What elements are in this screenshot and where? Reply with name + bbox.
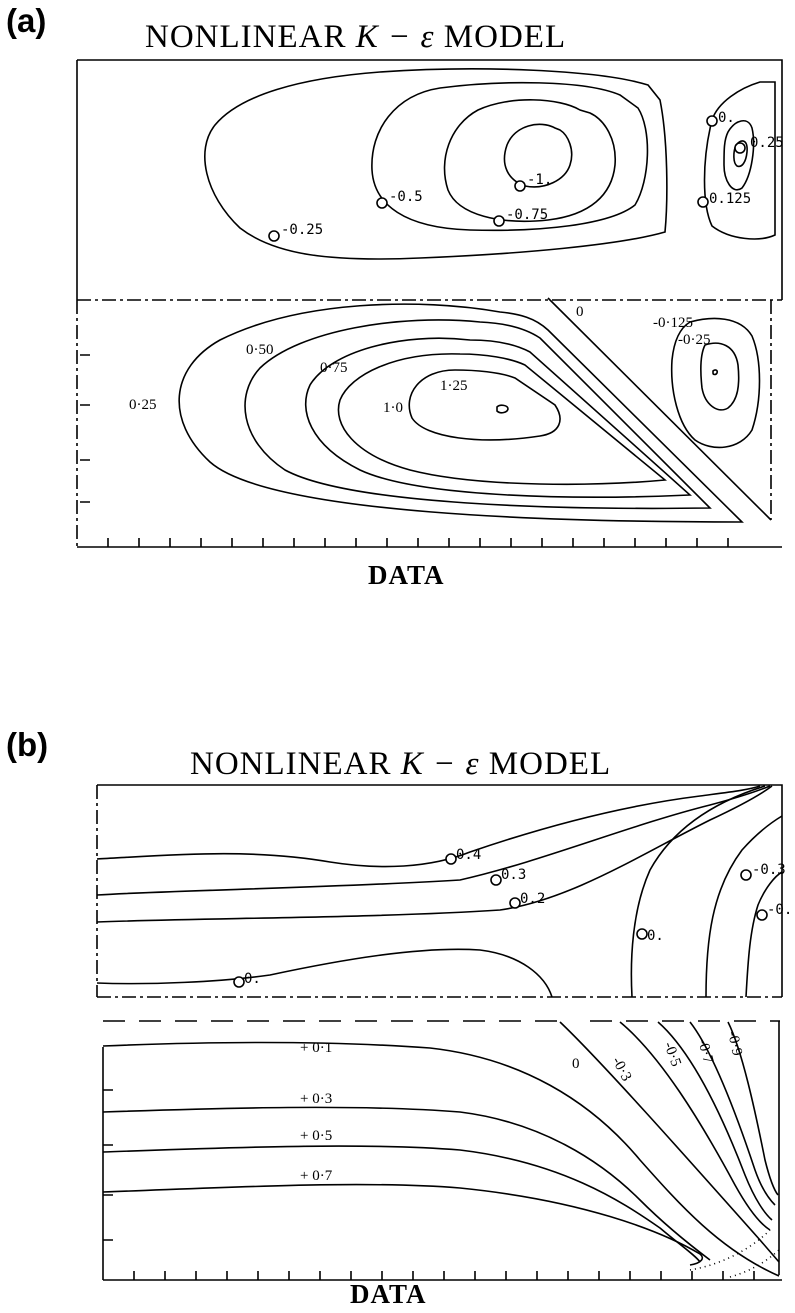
label-b-m-right: -0.	[767, 902, 792, 918]
marker-b-p03	[490, 874, 502, 886]
panel-b: (b) NONLINEAR K − ε MODEL 0.4 0.3 0.2 0	[6, 726, 792, 1309]
label-b-zero-mid: 0.	[647, 928, 664, 944]
marker-b-m03	[740, 869, 752, 881]
contour-a-data-025	[178, 303, 744, 523]
contour-a-m05	[371, 81, 649, 232]
contour-a-data-10	[337, 353, 668, 486]
marker-a-m075	[493, 215, 505, 227]
panel-a-title: NONLINEAR K − ε MODEL	[145, 19, 566, 55]
label-a-m075: -0.75	[506, 207, 548, 223]
contour-a-p0125	[723, 120, 755, 191]
panel-a-caption: DATA	[368, 560, 445, 590]
contour-a-m025	[204, 68, 668, 260]
marker-b-p04	[445, 853, 457, 865]
contour-a-m075	[443, 99, 616, 223]
label-a-m1: -1.	[527, 172, 552, 188]
contour-b-zero-mid	[630, 785, 766, 998]
contour-a-data-125	[408, 369, 561, 441]
marker-b-zero-mid	[636, 928, 648, 940]
marker-a-p025	[734, 142, 746, 154]
panel-a-left-ticks	[80, 354, 90, 503]
panel-b-model-frame	[97, 784, 783, 997]
label-b-data-m05: -0·5	[660, 1040, 684, 1069]
label-a-p025: 0.25	[750, 135, 784, 151]
label-b-zero-left: 0.	[244, 971, 261, 987]
contour-b-data-p05	[102, 1145, 701, 1263]
contour-b-data-p03	[102, 1106, 711, 1261]
contour-b-m03-right	[705, 815, 783, 998]
contour-b-m03	[96, 785, 771, 896]
marker-a-p0125	[697, 196, 709, 208]
contour-a-data-m0125	[670, 317, 761, 449]
panel-b-title: NONLINEAR K − ε MODEL	[190, 746, 611, 782]
contour-b-data-p01	[102, 1041, 780, 1277]
contour-b-data-m07	[689, 1021, 776, 1206]
marker-a-m1	[514, 180, 526, 192]
panel-a-letter: (a)	[6, 2, 46, 39]
label-b-data-p01: + 0·1	[300, 1040, 332, 1056]
panel-a-model-contours: -0.25 -0.5 -0.75 -1. 0. 0.25 0.125	[76, 59, 784, 301]
label-a-data-025: 0·25	[129, 397, 157, 413]
contour-a-data-zero	[547, 297, 772, 521]
panel-b-bottom-ticks	[133, 1271, 755, 1280]
contour-b-data-m09	[727, 1021, 779, 1196]
contour-b-data-zero	[559, 1021, 780, 1263]
marker-a-zero	[706, 115, 718, 127]
panel-a-data-contours: 0·25 0·50 0·75 1·0 1·25 0 -0·125 -0·25	[76, 297, 782, 548]
label-a-data-075: 0·75	[320, 360, 348, 376]
contour-a-data-050	[244, 319, 712, 510]
marker-b-zero-left	[233, 976, 245, 988]
contour-b-data-p07	[102, 1183, 704, 1266]
contour-a-data-peak	[496, 404, 509, 414]
label-a-data-10: 1·0	[383, 400, 403, 416]
label-a-data-m025: -0·25	[678, 332, 711, 348]
contour-b-zero-left	[96, 948, 553, 998]
marker-b-p02	[509, 897, 521, 909]
label-a-m05: -0.5	[389, 189, 423, 205]
label-a-data-zero: 0	[576, 304, 584, 320]
label-b-p02: 0.2	[520, 891, 545, 907]
label-b-p04: 0.4	[456, 847, 481, 863]
label-b-data-m09: -0·9	[724, 1030, 745, 1058]
label-b-data-p07: + 0·7	[300, 1168, 333, 1184]
label-b-m03: -0.3	[752, 862, 786, 878]
panel-b-model-contours: 0.4 0.3 0.2 0. 0. -0.3 -0.	[96, 784, 792, 998]
panel-b-caption: DATA	[350, 1279, 427, 1309]
marker-a-m05	[376, 197, 388, 209]
contour-b-data-m05	[657, 1021, 773, 1221]
contour-a-data-m025	[699, 342, 740, 411]
contour-b-m04	[96, 785, 761, 868]
contour-a-data-075	[305, 337, 692, 498]
label-a-data-m0125: -0·125	[653, 315, 693, 331]
panel-a-model-frame	[77, 59, 783, 300]
contour-a-p025	[733, 140, 748, 168]
contour-b-m02	[96, 785, 773, 923]
marker-a-m025	[268, 230, 280, 242]
panel-b-data-contours: + 0·1 + 0·3 + 0·5 + 0·7 0 -0·3 -0·5 -0·7…	[102, 1020, 782, 1281]
label-b-data-p05: + 0·5	[300, 1128, 332, 1144]
contour-a-zero	[703, 81, 776, 240]
label-b-p03: 0.3	[501, 867, 526, 883]
marker-b-m-right	[756, 909, 768, 921]
contour-b-data-dotted-1	[689, 1229, 771, 1271]
label-b-data-m03: -0·3	[608, 1054, 634, 1084]
label-b-data-m07: -0·7	[694, 1037, 716, 1066]
label-a-data-125: 1·25	[440, 378, 468, 394]
label-b-data-zero: 0	[572, 1056, 580, 1072]
panel-a: (a) NONLINEAR K − ε MODEL -0.25 -0.5 -0.…	[6, 2, 784, 590]
contour-a-data-m-peak	[712, 369, 718, 376]
label-a-m025: -0.25	[281, 222, 323, 238]
panel-b-left-ticks	[103, 1089, 113, 1241]
contour-b-m-right	[745, 871, 783, 998]
label-b-data-p03: + 0·3	[300, 1091, 332, 1107]
label-a-data-050: 0·50	[246, 342, 274, 358]
contour-b-data-m03	[619, 1021, 771, 1231]
panel-b-letter: (b)	[6, 726, 48, 763]
label-a-p0125: 0.125	[709, 191, 751, 207]
label-a-zero: 0.	[718, 110, 735, 126]
panel-a-bottom-ticks	[107, 538, 729, 547]
